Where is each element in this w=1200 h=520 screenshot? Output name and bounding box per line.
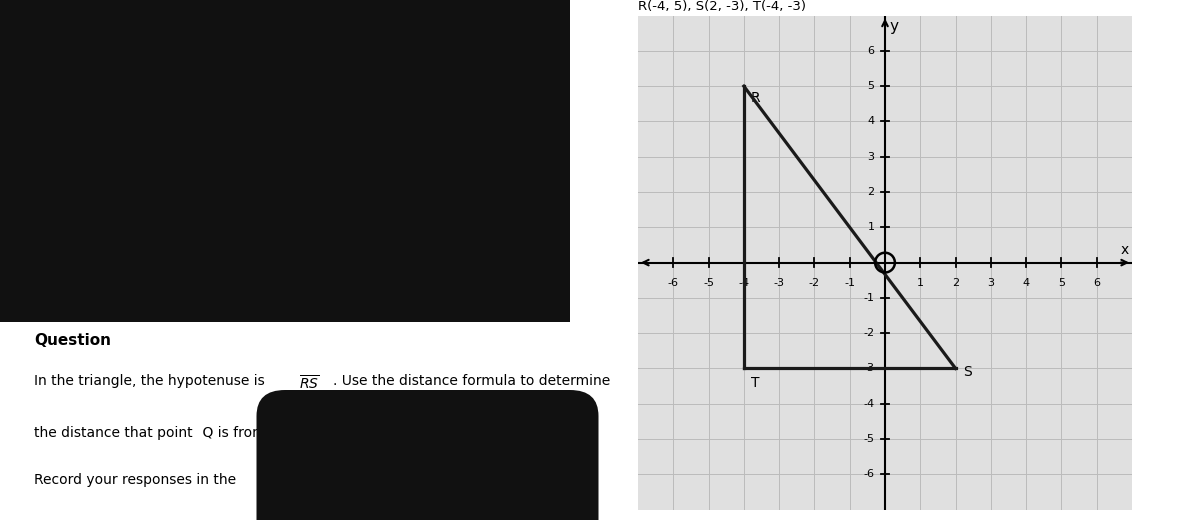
Text: -5: -5 — [703, 279, 714, 289]
Text: -2: -2 — [863, 328, 875, 338]
Text: 4: 4 — [1022, 279, 1030, 289]
Text: 1: 1 — [868, 223, 875, 232]
Text: 4: 4 — [868, 116, 875, 126]
Text: R(-4, 5), S(2, -3), T(-4, -3): R(-4, 5), S(2, -3), T(-4, -3) — [638, 0, 806, 13]
Text: Record your responses in the: Record your responses in the — [34, 473, 241, 487]
Text: -2: -2 — [809, 279, 820, 289]
Text: 6: 6 — [868, 46, 875, 56]
Text: Question: Question — [34, 333, 112, 348]
Text: $\overline{RS}$: $\overline{RS}$ — [299, 374, 319, 393]
Text: -4: -4 — [863, 399, 875, 409]
Text: 2: 2 — [868, 187, 875, 197]
Text: the distance that point   Q is from R on the hypotenuse based on a 2:3 ratio.: the distance that point Q is from R on t… — [34, 426, 562, 440]
Text: S: S — [962, 365, 971, 379]
Text: . Use the distance formula to determine: . Use the distance formula to determine — [334, 374, 611, 388]
Text: 6: 6 — [1093, 279, 1100, 289]
Text: Ratios: Ratios — [481, 473, 532, 487]
Text: Distance Formula: Distance Formula — [259, 473, 396, 487]
Text: T: T — [751, 375, 760, 389]
Text: 2: 2 — [952, 279, 959, 289]
Text: -5: -5 — [864, 434, 875, 444]
Text: In the triangle, the hypotenuse is: In the triangle, the hypotenuse is — [34, 374, 269, 388]
Text: section of the: section of the — [394, 473, 497, 487]
Text: -1: -1 — [845, 279, 856, 289]
Text: 5: 5 — [868, 81, 875, 91]
Text: -6: -6 — [864, 470, 875, 479]
Text: R: R — [751, 92, 761, 106]
Text: -4: -4 — [738, 279, 750, 289]
Text: -3: -3 — [774, 279, 785, 289]
Text: 1: 1 — [917, 279, 924, 289]
Text: 3: 3 — [868, 152, 875, 162]
Text: -3: -3 — [864, 363, 875, 373]
Text: y: y — [889, 19, 899, 34]
Text: 5: 5 — [1058, 279, 1064, 289]
Text: 3: 3 — [988, 279, 995, 289]
FancyBboxPatch shape — [257, 390, 599, 520]
Text: -6: -6 — [667, 279, 679, 289]
Text: x: x — [1121, 243, 1129, 257]
Bar — [0, 0, 570, 322]
Text: -1: -1 — [864, 293, 875, 303]
